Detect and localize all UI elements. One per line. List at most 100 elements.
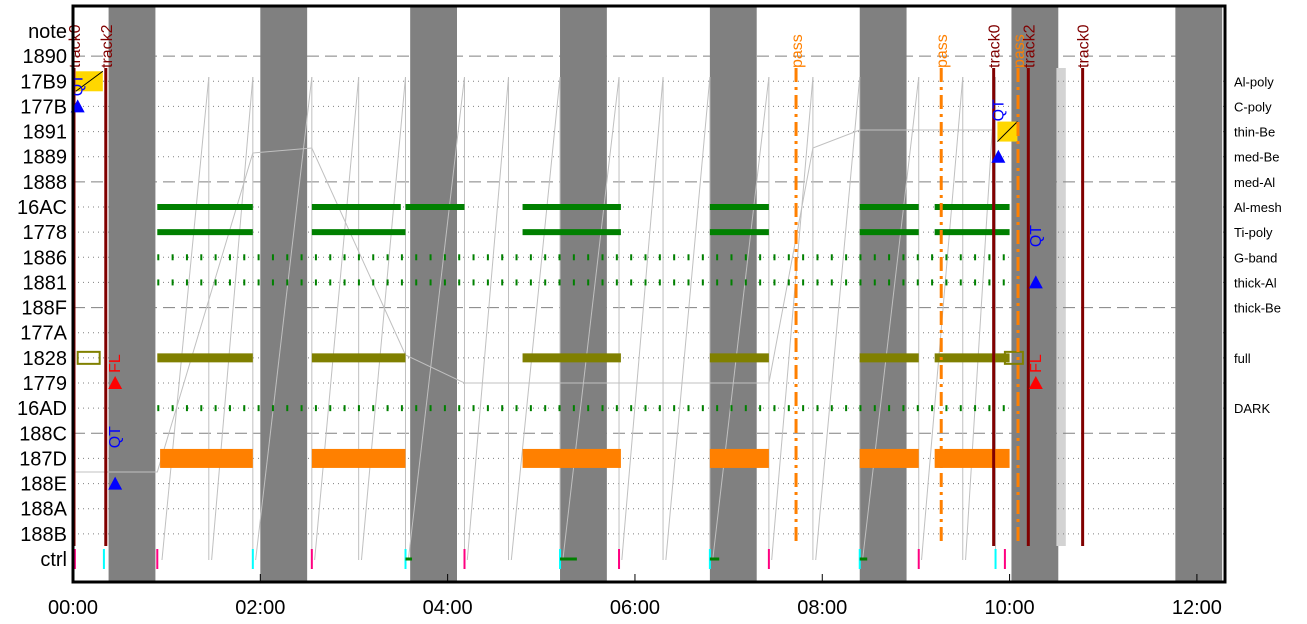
sawtooth-rise	[407, 76, 465, 561]
tick-mark-1881	[214, 279, 217, 286]
row-label: 1891	[23, 122, 68, 144]
marker-label: QT	[107, 426, 124, 448]
tick-mark-16AD	[400, 405, 403, 412]
gray-band	[108, 6, 156, 582]
tick-mark-16AD	[529, 405, 532, 412]
x-tick-label: 08:00	[797, 597, 847, 619]
tick-mark-16AD	[157, 405, 160, 412]
series-bar-1828	[157, 353, 253, 363]
right-label: Ti-poly	[1234, 225, 1273, 240]
right-label: med-Al	[1234, 175, 1275, 190]
tick-mark-1881	[974, 279, 977, 286]
marker-label: FL	[107, 354, 124, 373]
tick-mark-1881	[472, 279, 475, 286]
tick-mark-1886	[228, 254, 231, 261]
sawtooth-rise	[771, 76, 814, 561]
row-label: 177A	[20, 323, 67, 345]
right-label: DARK	[1234, 401, 1270, 416]
sawtooth-rise	[161, 76, 210, 561]
pass-label: pass	[789, 34, 806, 68]
tick-mark-1881	[744, 279, 747, 286]
tick-mark-16AD	[644, 405, 647, 412]
row-label: 177B	[20, 96, 67, 118]
tick-mark-16AD	[185, 405, 188, 412]
plot-frame	[71, 4, 1227, 584]
row-label: 1886	[23, 247, 68, 269]
tick-mark-1886	[802, 254, 805, 261]
tick-mark-1881	[515, 279, 518, 286]
tick-mark-1886	[673, 254, 676, 261]
tick-mark-1881	[716, 279, 719, 286]
tick-mark-1886	[630, 254, 633, 261]
tick-mark-1886	[902, 254, 905, 261]
series-bar-16AC	[934, 204, 1010, 210]
right-label: C-poly	[1234, 99, 1272, 114]
right-label: thick-Be	[1234, 301, 1281, 316]
series-bar-187D	[522, 448, 621, 468]
tick-mark-1886	[343, 254, 346, 261]
x-tick-label: 02:00	[235, 597, 285, 619]
tick-mark-1886	[873, 254, 876, 261]
tick-mark-1886	[429, 254, 432, 261]
tick-mark-1881	[687, 279, 690, 286]
series-bar-16AC	[311, 204, 401, 210]
tick-mark-1886	[515, 254, 518, 261]
series-bar-1828	[522, 353, 621, 363]
x-tick-label: 06:00	[610, 597, 660, 619]
tick-mark-1881	[845, 279, 848, 286]
tick-mark-1881	[1002, 279, 1005, 286]
marker-triangle	[1028, 376, 1043, 389]
tick-mark-16AD	[759, 405, 762, 412]
tick-mark-1886	[529, 254, 532, 261]
tick-mark-1886	[959, 254, 962, 261]
right-label: thin-Be	[1234, 125, 1275, 140]
series-bar-1778	[859, 229, 919, 236]
row-label: 1779	[23, 373, 68, 395]
tick-mark-1881	[759, 279, 762, 286]
light-band	[1056, 68, 1066, 546]
tick-mark-16AD	[171, 405, 174, 412]
series-bar-1828	[934, 353, 1010, 363]
step-line	[73, 129, 996, 473]
tick-mark-16AD	[873, 405, 876, 412]
yellow-box-diag	[75, 70, 104, 92]
row-label: 188C	[19, 423, 67, 445]
tick-mark-1886	[443, 254, 446, 261]
tick-mark-16AD	[744, 405, 747, 412]
x-tick-label: 00:00	[48, 597, 98, 619]
row-label: ctrl	[40, 549, 67, 571]
tick-mark-1881	[357, 279, 360, 286]
sawtooth-rise	[314, 76, 360, 561]
tick-mark-1881	[501, 279, 504, 286]
tick-mark-1881	[816, 279, 819, 286]
tick-mark-16AD	[515, 405, 518, 412]
tick-mark-16AD	[916, 405, 919, 412]
tick-mark-1881	[572, 279, 575, 286]
pass-label: pass	[1011, 34, 1028, 68]
tick-mark-16AD	[816, 405, 819, 412]
tick-mark-1886	[787, 254, 790, 261]
series-bar-1828	[311, 353, 406, 363]
tick-mark-1886	[716, 254, 719, 261]
tick-mark-16AD	[558, 405, 561, 412]
row-label: 16AD	[17, 398, 67, 420]
series-bar-16AC	[709, 204, 769, 210]
tick-mark-1886	[501, 254, 504, 261]
tick-mark-1886	[701, 254, 704, 261]
series-bar-187D	[311, 448, 406, 468]
sawtooth-rise	[466, 76, 510, 561]
tick-mark-1886	[974, 254, 977, 261]
tick-mark-1881	[200, 279, 203, 286]
series-bar-1778	[934, 229, 1010, 236]
pass-label: pass	[934, 34, 951, 68]
tick-mark-1881	[902, 279, 905, 286]
tick-mark-16AD	[501, 405, 504, 412]
tick-mark-1886	[1002, 254, 1005, 261]
tick-mark-1881	[386, 279, 389, 286]
tick-mark-1886	[773, 254, 776, 261]
tick-mark-1886	[314, 254, 317, 261]
tick-mark-16AD	[587, 405, 590, 412]
tick-mark-16AD	[257, 405, 260, 412]
track-label: track2	[99, 24, 116, 68]
row-label: 188A	[20, 499, 67, 521]
